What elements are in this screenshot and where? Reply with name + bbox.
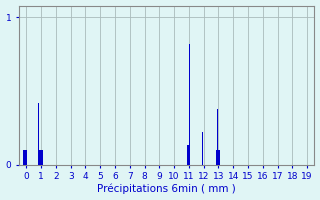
Bar: [38, 103, 39, 165]
Bar: [219, 150, 220, 165]
Bar: [216, 150, 217, 165]
Bar: [24, 150, 25, 165]
Bar: [217, 109, 218, 165]
Bar: [25, 150, 26, 165]
Bar: [39, 150, 40, 165]
Bar: [42, 150, 44, 165]
Bar: [187, 145, 188, 165]
Bar: [202, 132, 203, 165]
Bar: [189, 44, 190, 165]
Bar: [26, 150, 27, 165]
Bar: [23, 150, 24, 165]
Bar: [41, 150, 42, 165]
Bar: [40, 150, 41, 165]
Bar: [188, 145, 189, 165]
X-axis label: Précipitations 6min ( mm ): Précipitations 6min ( mm ): [97, 184, 236, 194]
